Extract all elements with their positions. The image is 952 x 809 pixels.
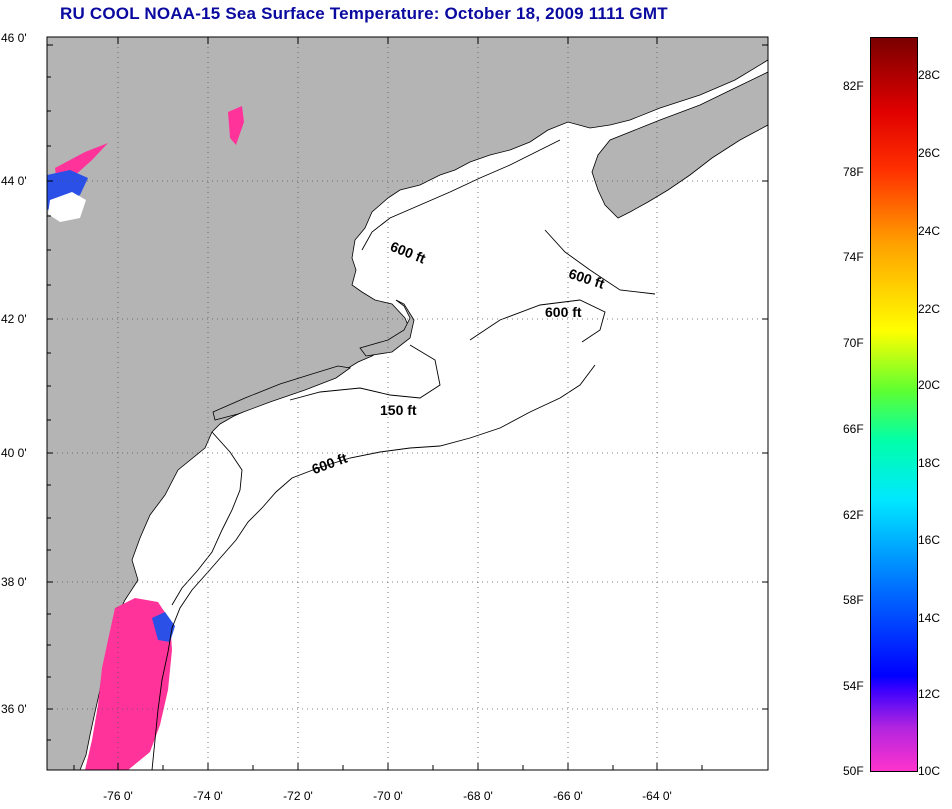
- colorbar-f-label: 66F: [843, 422, 864, 436]
- land-long-island: [212, 365, 352, 421]
- colorbar-f-label: 50F: [843, 764, 864, 778]
- contour-label: 600 ft: [545, 304, 582, 320]
- cloud-patch: [48, 192, 86, 222]
- lon-tick-label: -72 0': [283, 789, 313, 803]
- lat-tick-label: 46 0': [1, 31, 27, 45]
- cold-sst-chesapeake: [85, 598, 172, 770]
- colorbar-f-label: 62F: [843, 508, 864, 522]
- gridlines: [47, 37, 768, 770]
- lon-tick-label: -68 0': [463, 789, 493, 803]
- map-frame: [46, 36, 769, 771]
- lon-tick-label: -70 0': [373, 789, 403, 803]
- colorbar-f-label: 82F: [843, 79, 864, 93]
- colorbar-f-label: 78F: [843, 165, 864, 179]
- colorbar-c-label: 16C: [918, 533, 941, 547]
- sst-colorbar: [870, 37, 918, 772]
- colorbar-f-label: 70F: [843, 336, 864, 350]
- colorbar-c-label: 28C: [918, 68, 941, 82]
- map-area: [47, 37, 768, 770]
- lon-tick-label: -66 0': [553, 789, 583, 803]
- map-title: RU COOL NOAA-15 Sea Surface Temperature:…: [60, 4, 668, 23]
- contour-label: 150 ft: [380, 402, 417, 418]
- colorbar-c-label: 18C: [918, 456, 941, 470]
- colorbar-c-label: 12C: [918, 687, 941, 701]
- lat-tick-label: 42 0': [1, 312, 27, 326]
- contour-line-600ft-shelf: [151, 364, 596, 770]
- land-nova-scotia: [591, 71, 768, 219]
- tick-marks: [47, 37, 768, 770]
- colorbar-c-label: 22C: [918, 302, 941, 316]
- contour-line-600ft-bank: [469, 299, 606, 343]
- cold-sst-small: [228, 106, 244, 145]
- cool-sst-coastal: [152, 612, 175, 642]
- contour-line-600ft-gulf: [361, 139, 561, 251]
- colorbar-c-label: 20C: [918, 378, 941, 392]
- colorbar-f-label: 58F: [843, 593, 864, 607]
- lon-tick-label: -64 0': [642, 789, 672, 803]
- colorbar-c-label: 14C: [918, 611, 941, 625]
- lat-tick-label: 36 0': [1, 702, 27, 716]
- contour-line-600ft-gom-east: [544, 229, 656, 295]
- contour-line-150ft-shelf: [171, 431, 243, 606]
- colorbar-c-label: 24C: [918, 224, 941, 238]
- lon-tick-label: -76 0': [103, 789, 133, 803]
- colorbar-f-label: 54F: [843, 679, 864, 693]
- lat-tick-label: 44 0': [1, 174, 27, 188]
- lon-tick-label: -74 0': [193, 789, 223, 803]
- lat-tick-label: 40 0': [1, 446, 27, 460]
- colorbar-f-label: 74F: [843, 250, 864, 264]
- lat-tick-label: 38 0': [1, 575, 27, 589]
- colorbar-c-label: 10C: [918, 764, 941, 778]
- colorbar-c-label: 26C: [918, 146, 941, 160]
- contour-line-150ft: [289, 344, 441, 401]
